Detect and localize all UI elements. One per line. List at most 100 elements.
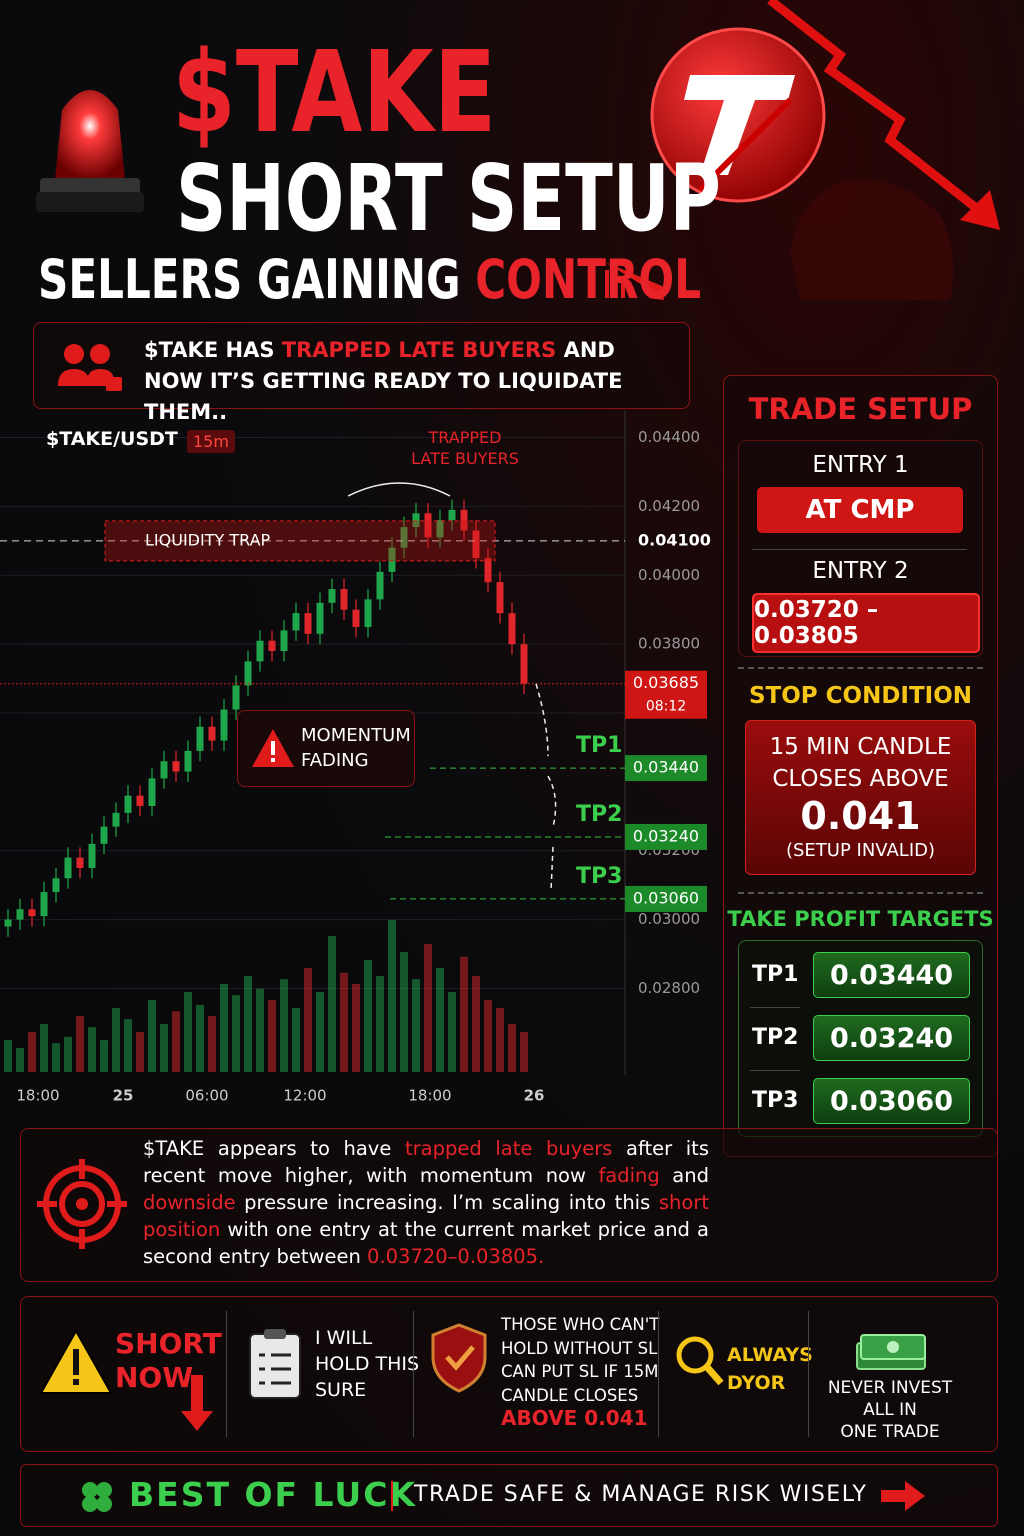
dyor-text: ALWAYS DYOR	[727, 1341, 813, 1397]
text-part: after its recent move higher, with momen…	[143, 1137, 709, 1187]
annotation-line: TRAPPED	[428, 428, 502, 447]
tagline-text: SELLERS GAINING	[38, 248, 461, 311]
candle-body	[160, 761, 168, 779]
candle-body	[64, 857, 72, 879]
description-box: $TAKE appears to have trapped late buyer…	[20, 1128, 998, 1282]
tagline-accent: CONTROL	[475, 248, 702, 311]
text-line: SURE	[315, 1379, 367, 1401]
volume-bar	[256, 988, 264, 1072]
money-icon	[856, 1334, 926, 1370]
x-tick-label: 12:00	[283, 1087, 326, 1105]
entry-label: ENTRY 1	[812, 452, 909, 478]
volume-bar	[388, 920, 396, 1072]
candle-body	[172, 761, 180, 772]
volume-bar	[184, 992, 192, 1072]
entry-value: AT CMP	[757, 487, 963, 533]
annotation-line: MOMENTUM	[301, 725, 411, 746]
candle-body	[112, 812, 120, 827]
target-tag	[625, 755, 707, 782]
candle-body	[256, 640, 264, 662]
candle-body	[508, 613, 516, 645]
volume-bar	[328, 936, 336, 1072]
liquidity-price: 0.04100	[638, 530, 711, 549]
liquidity-zone	[104, 520, 496, 562]
volume-bar	[244, 976, 252, 1072]
text-line: DYOR	[727, 1372, 786, 1394]
divider	[226, 1311, 227, 1437]
volume-bar	[16, 1048, 24, 1072]
text-line: I WILL	[315, 1327, 373, 1349]
momentum-text: MOMENTUM FADING	[301, 723, 411, 773]
candle-body	[4, 919, 12, 927]
y-tick-label: 0.03800	[638, 635, 700, 653]
divider	[808, 1311, 809, 1437]
text-line: ONE TRADE	[840, 1422, 940, 1442]
luck-text: BEST OF LUCK	[129, 1475, 417, 1514]
volume-bar	[28, 1032, 36, 1072]
x-tick-label: 06:00	[185, 1087, 228, 1105]
target-value: 0.03240	[813, 1015, 970, 1061]
x-tick-label: 26	[524, 1087, 545, 1105]
volume-bar	[352, 984, 360, 1072]
candle-body	[280, 630, 288, 652]
text-part: $TAKE appears to have	[143, 1137, 405, 1160]
divider	[738, 892, 983, 894]
candle-body	[472, 530, 480, 559]
annotation-line: LATE BUYERS	[411, 449, 519, 468]
price-label: 0.03685	[633, 673, 699, 692]
footer-box: BEST OF LUCK TRADE SAFE & MANAGE RISK WI…	[20, 1464, 998, 1527]
projection-arrow	[535, 683, 557, 891]
stop-title: STOP CONDITION	[748, 683, 973, 709]
volume-bar	[520, 1032, 528, 1072]
text-line: SHORT	[115, 1327, 222, 1360]
momentum-box: MOMENTUM FADING	[237, 710, 415, 787]
entry-value: 0.03720 – 0.03805	[752, 593, 980, 653]
liquidity-label: LIQUIDITY TRAP	[145, 530, 271, 549]
volume-bar	[76, 1016, 84, 1072]
text-line: ALL IN	[863, 1400, 917, 1420]
volume-bar	[292, 1008, 300, 1072]
clipboard-icon	[249, 1329, 301, 1399]
divider	[750, 1070, 800, 1071]
candle-body	[400, 527, 408, 548]
text-line: NEVER INVEST	[827, 1378, 953, 1398]
candle-body	[304, 613, 312, 634]
target-name: TP3	[752, 1088, 799, 1113]
volume-bar	[40, 1024, 48, 1072]
divider	[750, 1007, 800, 1008]
x-tick-label: 25	[113, 1087, 134, 1105]
divider	[413, 1311, 414, 1437]
candle-body	[328, 589, 336, 603]
candle-body	[424, 513, 432, 538]
divider	[738, 667, 983, 669]
text-line: THOSE WHO CAN'T	[501, 1315, 660, 1334]
alert-box: $TAKE HAS TRAPPED LATE BUYERS AND NOW IT…	[33, 322, 690, 424]
y-tick-label: 0.04000	[638, 566, 700, 584]
volume-bar	[316, 992, 324, 1072]
candle-body	[388, 547, 396, 572]
candle-body	[448, 509, 456, 521]
text-part: AND NOW IT’S GETTING READY TO LIQUIDATE …	[144, 338, 623, 424]
volume-bar	[412, 979, 420, 1072]
candle-body	[436, 520, 444, 538]
volume-bar	[496, 1008, 504, 1072]
target-tag	[625, 823, 707, 850]
y-tick-label: 0.04200	[638, 497, 700, 515]
candle-body	[220, 709, 228, 741]
accent-text: trapped late buyers	[404, 1137, 613, 1160]
target-icon	[37, 1159, 127, 1249]
candle-body	[496, 582, 504, 614]
warning-icon	[252, 729, 294, 767]
stop-line: 15 MIN CANDLE	[769, 734, 952, 760]
volume-bar	[4, 1040, 12, 1072]
accent-text: ABOVE 0.041	[501, 1406, 648, 1430]
accent-text: fading	[598, 1164, 660, 1187]
tagline: SELLERS GAINING CONTROL	[38, 248, 701, 311]
never-text: NEVER INVEST ALL IN ONE TRADE	[813, 1377, 967, 1443]
candle-body	[244, 661, 252, 686]
volume-bar	[376, 976, 384, 1072]
volume-bar	[112, 1008, 120, 1072]
candle-body	[100, 826, 108, 844]
accent-text: short position	[143, 1191, 709, 1241]
stop-loss-text: THOSE WHO CAN'T HOLD WITHOUT SL CAN PUT SL…	[501, 1313, 659, 1431]
